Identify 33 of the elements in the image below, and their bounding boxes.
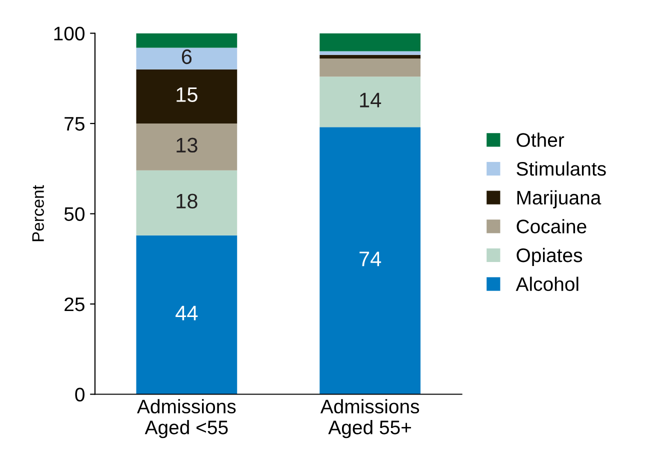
bar <box>136 124 238 170</box>
y-tick-label: 100 <box>54 26 84 40</box>
bar <box>320 127 421 394</box>
bar <box>136 48 238 70</box>
bar <box>136 33 238 48</box>
y-tick-label: 0 <box>75 388 84 402</box>
bar <box>320 76 421 128</box>
x-tick-label: Admissions Aged 55+ <box>320 399 420 438</box>
legend-label: Other <box>516 132 564 147</box>
bar <box>136 69 238 124</box>
data-label: 44 <box>176 306 198 320</box>
data-label: 14 <box>360 92 382 108</box>
legend-label: Marijuana <box>517 190 602 208</box>
bar <box>320 33 421 52</box>
bar <box>136 235 238 394</box>
legend-label: Alcohol <box>516 276 578 292</box>
legend-label: Stimulants <box>516 161 606 176</box>
data-label: 6 <box>182 49 192 64</box>
y-tick-label: 50 <box>64 207 84 221</box>
legend-label: Opiates <box>516 248 582 266</box>
data-label: 18 <box>176 194 198 209</box>
legend-label: Cocaine <box>516 219 586 234</box>
x-tick-label: Admissions Aged <55 <box>137 399 236 438</box>
y-axis-title: Percent <box>32 185 44 242</box>
bar <box>320 54 421 59</box>
bar <box>136 170 238 236</box>
data-label: 13 <box>176 138 198 153</box>
data-label: 74 <box>360 252 382 266</box>
y-tick-label: 75 <box>64 117 84 131</box>
bar <box>320 58 421 77</box>
y-tick-label: 25 <box>64 297 84 312</box>
data-label: 15 <box>176 87 198 102</box>
bar <box>320 51 421 55</box>
